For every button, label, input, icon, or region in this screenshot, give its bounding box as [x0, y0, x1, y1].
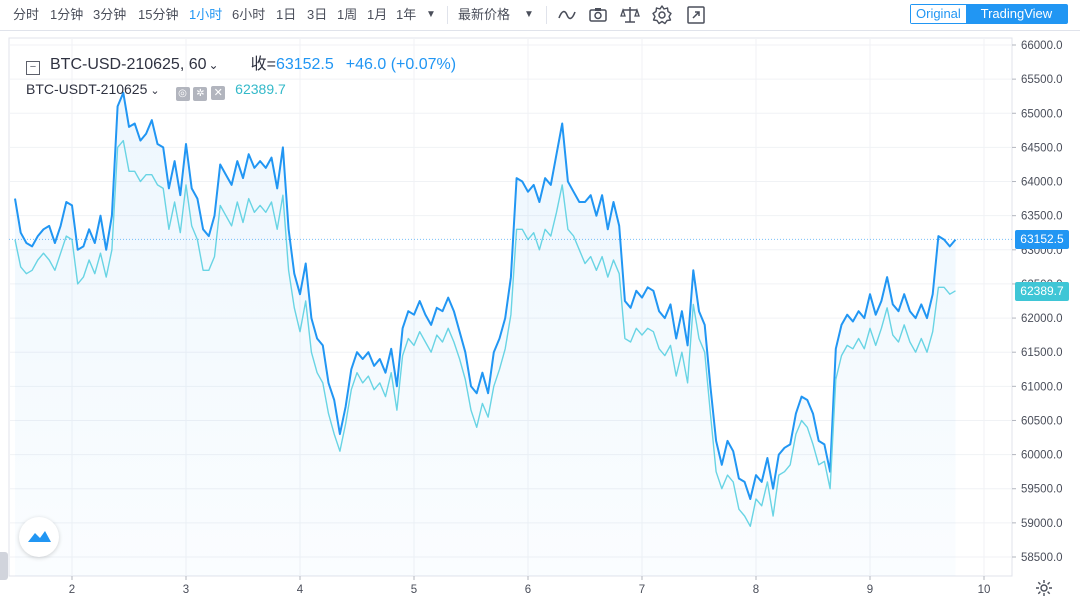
- interval-dropdown-chevron-icon[interactable]: ▼: [426, 9, 436, 20]
- toolbar-divider: [447, 6, 448, 24]
- interval-1min[interactable]: 1分钟: [50, 7, 84, 22]
- compare-symbol-label[interactable]: BTC-USDT-210625: [26, 81, 148, 97]
- x-tick-label: 4: [297, 584, 304, 596]
- fullscreen-icon[interactable]: [685, 4, 707, 26]
- toolbar: 分时 1分钟 3分钟 15分钟 1小时 6小时 1日 3日 1周 1月 1年 ▼…: [0, 0, 1080, 31]
- y-tick-label: 62000.0: [1021, 313, 1063, 325]
- symbol-label[interactable]: BTC-USD-210625, 60: [50, 56, 207, 73]
- interval-timeline[interactable]: 分时: [13, 7, 40, 22]
- y-tick-label: 63000.0: [1021, 245, 1063, 257]
- x-tick-label: 9: [867, 584, 873, 596]
- mode-tradingview-button[interactable]: TradingView: [965, 5, 1067, 23]
- eye-icon[interactable]: ◎: [175, 87, 190, 101]
- price-type-select[interactable]: 最新价格: [458, 7, 511, 22]
- line-style-icon[interactable]: [556, 4, 578, 26]
- interval-3day[interactable]: 3日: [307, 7, 328, 22]
- toolbar-divider: [546, 6, 547, 24]
- symbol-chevron-icon[interactable]: ⌄: [208, 58, 219, 72]
- axes: 66000.0 65500.0 65000.0 64500.0 64000.0 63500…: [69, 40, 1063, 596]
- x-tick-label: 6: [525, 584, 531, 596]
- series-line-btc-usdt: [14, 139, 956, 527]
- compare-series-legend: BTC-USDT-210625 ⌄ ◎ ✲ ✕ 62389.7: [26, 81, 286, 101]
- settings-icon[interactable]: ✲: [193, 87, 208, 101]
- y-tick-label: 63500.0: [1021, 211, 1063, 223]
- left-scroll-handle[interactable]: [0, 552, 8, 580]
- series-area-0: [15, 92, 956, 577]
- logo-icon: [28, 531, 51, 542]
- axis-settings-icon[interactable]: [1034, 578, 1054, 598]
- collapse-legend-icon[interactable]: −: [26, 61, 40, 75]
- camera-icon[interactable]: [587, 4, 609, 26]
- x-tick-label: 7: [639, 584, 645, 596]
- interval-1week[interactable]: 1周: [337, 7, 358, 22]
- scale-icon[interactable]: [619, 4, 641, 26]
- y-tick-label: 58500.0: [1021, 552, 1063, 564]
- tradingview-logo[interactable]: [19, 517, 59, 557]
- interval-1month[interactable]: 1月: [367, 7, 388, 22]
- change-value: +46.0 (+0.07%): [345, 56, 457, 73]
- compare-controls: ◎ ✲ ✕: [175, 83, 226, 101]
- y-tick-label: 59000.0: [1021, 518, 1063, 530]
- y-tick-label: 65500.0: [1021, 74, 1063, 86]
- y-tick-label: 61500.0: [1021, 347, 1063, 359]
- y-tick-label: 61000.0: [1021, 381, 1063, 393]
- close-label: 收=: [250, 56, 276, 73]
- interval-1hour[interactable]: 1小时: [189, 7, 223, 22]
- x-tick-label: 5: [411, 584, 417, 596]
- interval-15min[interactable]: 15分钟: [138, 7, 179, 22]
- y-tick-label: 64500.0: [1021, 142, 1063, 154]
- interval-1year[interactable]: 1年: [396, 7, 417, 22]
- series-lines: [14, 91, 957, 527]
- gear-icon[interactable]: [651, 4, 673, 26]
- x-tick-label: 2: [69, 584, 75, 596]
- price-type-chevron-icon[interactable]: ▼: [524, 9, 534, 20]
- mode-original-button[interactable]: Original: [911, 5, 966, 23]
- x-tick-label: 3: [183, 584, 189, 596]
- interval-3min[interactable]: 3分钟: [93, 7, 127, 22]
- compare-price-tag: 62389.7: [1015, 281, 1069, 301]
- interval-6hour[interactable]: 6小时: [232, 7, 266, 22]
- y-tick-label: 60500.0: [1021, 415, 1063, 427]
- x-tick-label: 10: [978, 584, 991, 596]
- y-tick-label: 65000.0: [1021, 108, 1063, 120]
- view-mode-switch: Original TradingView: [910, 4, 1068, 24]
- y-tick-label: 66000.0: [1021, 40, 1063, 52]
- compare-chevron-icon[interactable]: ⌄: [150, 85, 160, 97]
- y-tick-label: 60000.0: [1021, 450, 1063, 462]
- remove-icon[interactable]: ✕: [211, 86, 226, 100]
- compare-value: 62389.7: [235, 81, 286, 97]
- close-value: 63152.5: [275, 56, 334, 73]
- y-tick-label: 64000.0: [1021, 177, 1063, 189]
- series-line-btc-usd: [14, 91, 957, 500]
- last-price-tag: 63152.5: [1015, 229, 1069, 249]
- series-area-fill: [15, 92, 956, 577]
- main-series-legend: − BTC-USD-210625, 60 ⌄ 收=63152.5 +46.0 (+0.0…: [26, 50, 457, 75]
- x-tick-label: 8: [753, 584, 759, 596]
- interval-1day[interactable]: 1日: [276, 7, 297, 22]
- y-tick-label: 59500.0: [1021, 484, 1063, 496]
